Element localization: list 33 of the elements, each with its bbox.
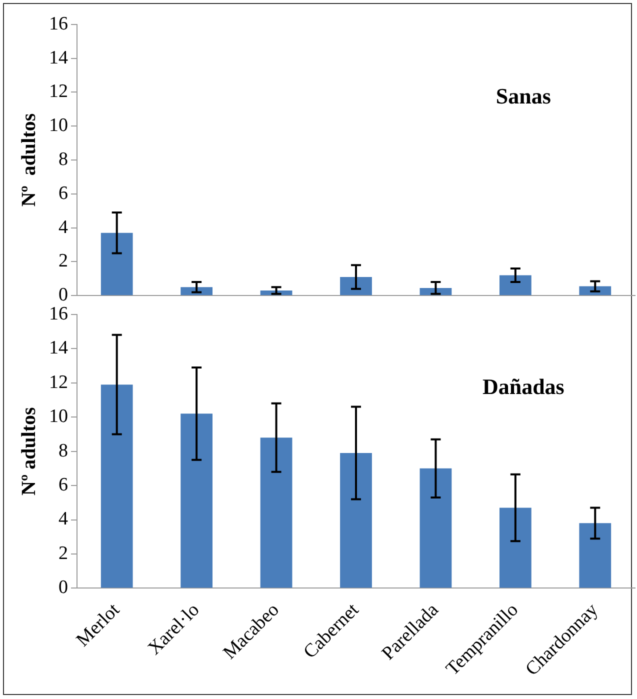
y-tick-label: 0 xyxy=(58,284,68,306)
bar xyxy=(100,232,133,296)
y-tick-label: 12 xyxy=(49,372,68,393)
y-tick-label: 6 xyxy=(58,182,68,204)
y-tick-label: 8 xyxy=(58,440,68,462)
y-tick-label: 4 xyxy=(58,216,68,238)
y-tick-label: 4 xyxy=(58,508,68,530)
y-axis-title: Nº adultos xyxy=(18,113,40,207)
y-tick-label: 8 xyxy=(58,148,68,170)
y-tick-label: 6 xyxy=(58,474,68,496)
y-tick-label: 10 xyxy=(49,115,68,136)
bar xyxy=(499,275,532,296)
bar xyxy=(579,523,612,588)
bar xyxy=(499,508,532,588)
bar xyxy=(180,414,213,588)
y-axis-title: Nº adultos xyxy=(18,406,40,496)
bar xyxy=(340,276,372,296)
y-tick-label: 14 xyxy=(49,47,68,68)
y-tick-label: 12 xyxy=(49,81,68,102)
y-tick-label: 14 xyxy=(49,338,68,359)
bar xyxy=(340,453,372,588)
text: Sanas xyxy=(496,83,552,108)
bar xyxy=(260,438,292,588)
y-tick-label: 16 xyxy=(49,303,68,324)
text: Dañadas xyxy=(482,374,565,400)
y-tick-label: 2 xyxy=(58,250,68,272)
bar xyxy=(180,287,213,296)
y-tick-label: 16 xyxy=(49,13,68,34)
y-tick-label: 0 xyxy=(58,577,68,598)
bar xyxy=(100,384,133,588)
y-tick-label: 2 xyxy=(58,542,68,564)
bar xyxy=(420,468,452,588)
y-tick-label: 10 xyxy=(49,406,68,428)
